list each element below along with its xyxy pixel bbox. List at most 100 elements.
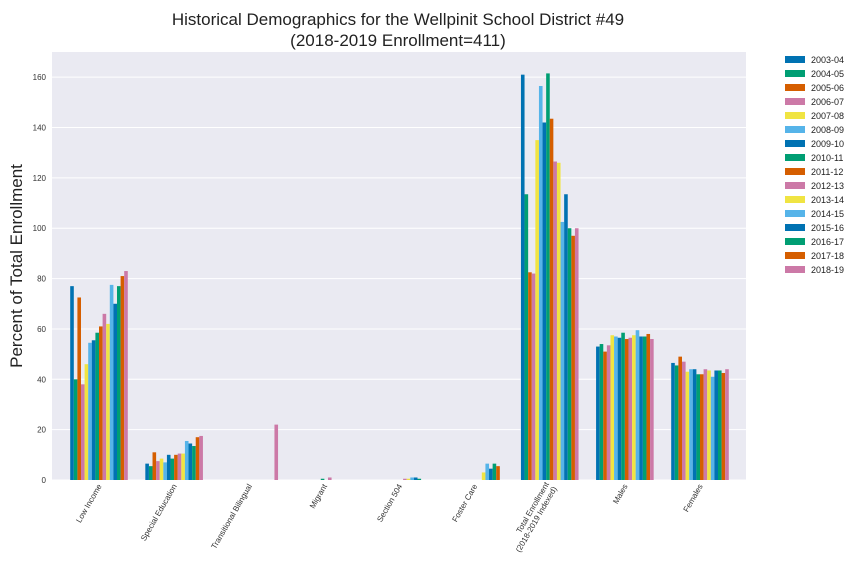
bar <box>567 228 572 480</box>
bar <box>77 297 81 480</box>
bar <box>538 85 543 481</box>
bar <box>91 340 96 480</box>
legend-label: 2014-15 <box>811 209 844 219</box>
legend-label: 2010-11 <box>811 153 843 163</box>
bar <box>148 466 153 480</box>
bar <box>632 335 636 480</box>
legend-swatch <box>785 140 805 147</box>
legend-swatch <box>785 98 805 105</box>
legend-swatch <box>785 252 805 259</box>
bar <box>99 326 103 480</box>
bar <box>199 435 203 480</box>
bar <box>671 362 675 480</box>
legend-label: 2005-06 <box>811 83 844 93</box>
bar <box>485 463 490 480</box>
legend-label: 2007-08 <box>811 111 844 121</box>
x-tick-label-line: Migrant <box>308 482 330 510</box>
x-tick-labels: Low Income Special Education Transitional … <box>74 480 704 554</box>
legend-label: 2017-18 <box>811 251 844 261</box>
bar <box>163 462 167 480</box>
bar <box>166 454 171 480</box>
x-tick-label: Special Education <box>139 483 179 543</box>
bar <box>120 276 125 480</box>
legend-label: 2008-09 <box>811 125 844 135</box>
bar <box>560 221 565 481</box>
bar <box>177 453 182 480</box>
legend-label: 2013-14 <box>811 195 844 205</box>
x-tick-label: Females <box>682 483 705 514</box>
x-tick-label-line: Males <box>611 483 629 506</box>
bar <box>88 342 92 480</box>
bar <box>84 364 89 480</box>
bar <box>721 373 726 480</box>
bar <box>489 468 493 480</box>
bar <box>145 463 149 480</box>
bar <box>556 162 561 480</box>
bar <box>614 336 618 480</box>
bar <box>520 74 525 481</box>
x-tick-label: Section 504 <box>375 482 404 524</box>
legend-swatch <box>785 182 805 189</box>
legend-label: 2006-07 <box>811 97 844 107</box>
x-tick-label-line: Females <box>682 483 705 514</box>
y-tick-label: 120 <box>33 174 47 183</box>
legend-label: 2015-16 <box>811 223 844 233</box>
bar <box>403 478 407 480</box>
bar <box>81 384 85 480</box>
bar <box>621 332 625 480</box>
bar <box>682 361 686 480</box>
bar <box>274 424 279 480</box>
y-axis-label: Percent of Total Enrollment <box>7 164 26 368</box>
bar <box>170 458 175 480</box>
bar <box>156 461 160 480</box>
bar <box>417 478 422 480</box>
legend-label: 2018-19 <box>811 265 844 275</box>
bar <box>617 337 622 480</box>
legend-label: 2004-05 <box>811 69 844 79</box>
x-tick-label: Total Enrollment(2018-2019 Indexed) <box>506 480 559 554</box>
bar <box>159 458 164 480</box>
bar <box>714 370 718 480</box>
legend-label: 2016-17 <box>811 237 844 247</box>
x-tick-label-line: Low Income <box>74 482 104 524</box>
bar <box>73 379 78 480</box>
bar <box>481 472 486 480</box>
legend-swatch <box>785 196 805 203</box>
bar <box>692 369 697 480</box>
legend-swatch <box>785 70 805 77</box>
x-tick-label-line: Special Education <box>139 483 179 543</box>
bar <box>571 235 575 480</box>
bar <box>685 371 690 480</box>
bar <box>174 454 178 480</box>
legend-swatch <box>785 168 805 175</box>
y-tick-label: 40 <box>37 375 46 384</box>
bar <box>70 286 74 480</box>
bar <box>707 370 711 480</box>
bar <box>628 337 633 480</box>
bar <box>725 369 729 480</box>
legend-swatch <box>785 112 805 119</box>
y-tick-label: 0 <box>42 476 47 485</box>
bar <box>574 228 579 480</box>
bar <box>410 477 414 480</box>
bar <box>599 344 604 480</box>
bar <box>678 356 682 480</box>
x-tick-label: Transitional Bilingual <box>209 482 254 550</box>
bar <box>689 369 693 480</box>
legend-label: 2011-12 <box>811 167 843 177</box>
legend-label: 2012-13 <box>811 181 844 191</box>
bar <box>610 335 615 480</box>
y-tick-labels: 0 20 40 60 80 100 120 140 160 <box>33 73 47 485</box>
legend: 2003-04 2004-05 2005-06 2006-07 2007-08 2008-… <box>785 55 844 275</box>
bar <box>113 303 117 480</box>
bar <box>553 161 557 481</box>
bar <box>188 443 193 480</box>
bar <box>195 437 200 480</box>
y-tick-label: 80 <box>37 275 46 284</box>
bar <box>646 333 651 480</box>
y-tick-label: 60 <box>37 325 46 334</box>
chart-title: Historical Demographics for the Wellpini… <box>172 10 624 29</box>
legend-label: 2009-10 <box>811 139 844 149</box>
x-tick-label: Foster Care <box>450 482 479 524</box>
